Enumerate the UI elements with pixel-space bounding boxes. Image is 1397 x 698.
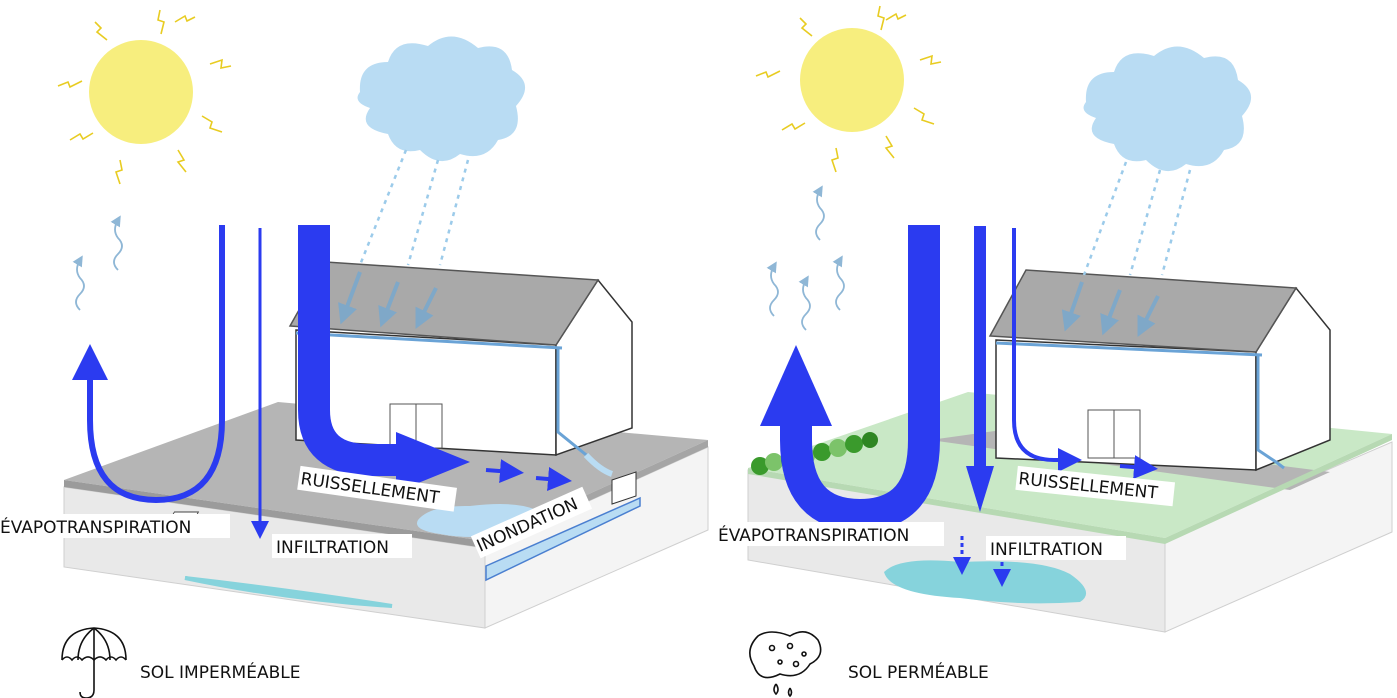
umbrella-icon xyxy=(61,627,127,698)
right-house-gutter xyxy=(995,341,1263,357)
right-sun-icon xyxy=(755,5,942,173)
right-house xyxy=(988,269,1331,472)
right-evapotranspiration-arrow xyxy=(780,225,940,531)
left-panel: ÉVAPOTRANSPIRATION INFILTRATION RUISSELL… xyxy=(0,9,709,698)
right-runoff-dash xyxy=(1119,455,1158,480)
left-flow-arrows xyxy=(72,225,572,539)
left-house xyxy=(288,261,633,477)
left-downspout-splash xyxy=(583,452,614,477)
right-rain xyxy=(1082,161,1192,276)
left-caption: SOL IMPERMÉABLE xyxy=(61,627,300,698)
left-rain xyxy=(358,149,470,266)
label-infiltration-right: INFILTRATION xyxy=(990,540,1103,560)
right-downspout xyxy=(1256,355,1285,470)
right-cloud-icon xyxy=(1083,46,1252,172)
right-caption: SOL PERMÉABLE xyxy=(749,631,989,698)
right-house-roof xyxy=(988,269,1298,353)
right-vapor xyxy=(766,185,845,331)
caption-sol-impermeable: SOL IMPERMÉABLE xyxy=(140,661,300,683)
right-edge xyxy=(748,468,1165,544)
label-evapotranspiration: ÉVAPOTRANSPIRATION xyxy=(0,516,191,538)
left-groundwater xyxy=(184,576,393,608)
right-panel: ÉVAPOTRANSPIRATION INFILTRATION RUISSELL… xyxy=(716,5,1393,698)
left-sun-icon xyxy=(57,9,232,185)
left-runoff-arrowhead xyxy=(396,432,470,492)
left-runoff-arrow xyxy=(298,225,420,476)
left-runoff-dash-2 xyxy=(535,467,572,491)
right-groundwater xyxy=(884,560,1087,604)
caption-sol-permeable: SOL PERMÉABLE xyxy=(848,661,989,683)
right-flow-arrows xyxy=(760,225,1158,587)
left-runoff-dash-1 xyxy=(485,459,524,484)
right-infiltration-arrowhead xyxy=(966,466,994,512)
left-drain-channel xyxy=(485,496,641,582)
left-drain-box xyxy=(611,471,637,505)
left-rain-on-roof xyxy=(338,271,438,329)
sponge-icon xyxy=(749,631,822,698)
label-infiltration: INFILTRATION xyxy=(276,538,389,558)
right-evapotranspiration-arrowhead xyxy=(760,345,832,426)
left-cloud-icon xyxy=(357,36,526,162)
left-vapor xyxy=(72,215,123,311)
right-runoff-arrow xyxy=(1012,228,1082,472)
left-house-gutter xyxy=(295,331,563,350)
right-rain-on-roof xyxy=(1061,281,1160,337)
left-evapotranspiration-arrow xyxy=(72,225,225,504)
right-edge-side xyxy=(1165,434,1392,544)
right-labels: ÉVAPOTRANSPIRATION INFILTRATION RUISSELL… xyxy=(716,465,1176,560)
label-evapotranspiration-right: ÉVAPOTRANSPIRATION xyxy=(718,524,909,546)
